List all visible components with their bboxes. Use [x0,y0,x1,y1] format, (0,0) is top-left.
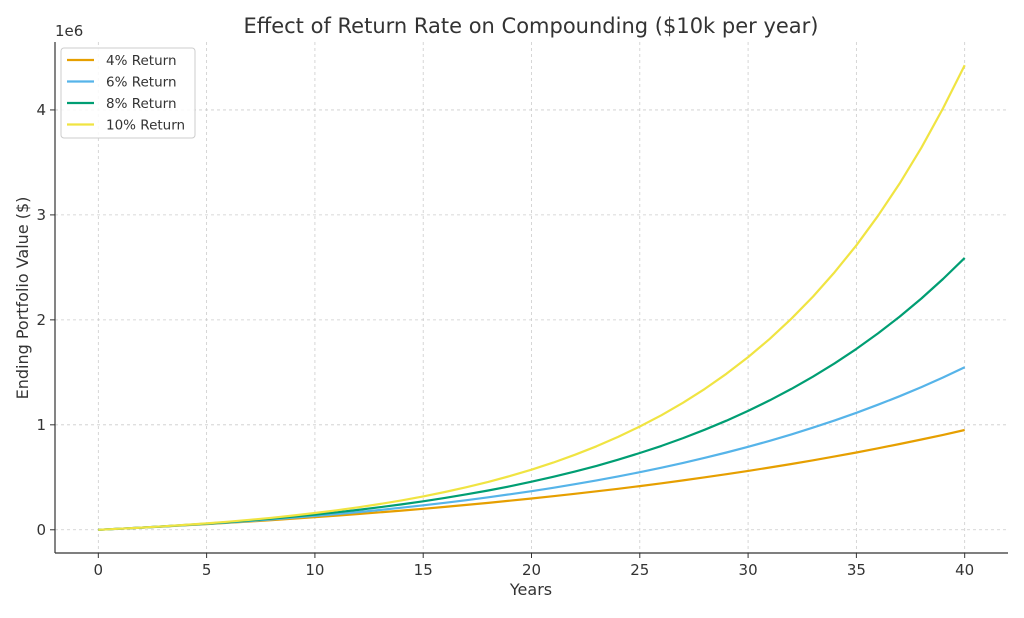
axes: 0 5 10 15 20 25 30 35 40 0 1 2 3 4 [36,42,1008,579]
x-tick-label: 35 [847,561,866,579]
x-tick-label: 0 [94,561,104,579]
y-tick-label: 4 [36,101,46,119]
y-tick-label: 3 [36,206,46,224]
grid [55,42,1008,553]
x-axis-label: Years [509,580,552,599]
y-axis-label: Ending Portfolio Value ($) [13,197,32,400]
legend-label: 10% Return [106,118,185,134]
legend-label: 4% Return [106,53,177,69]
series-line-10-return [98,64,966,531]
series-line-8-return [98,257,966,531]
y-tick-label: 0 [36,521,46,539]
chart-title: Effect of Return Rate on Compounding ($1… [243,14,818,38]
x-tick-label: 30 [739,561,758,579]
x-tick-label: 20 [522,561,541,579]
x-tick-label: 15 [414,561,433,579]
legend-label: 6% Return [106,75,177,91]
x-tick-label: 25 [630,561,649,579]
legend-box [60,47,196,139]
x-tick-label: 5 [202,561,212,579]
series-lines [98,64,966,531]
y-tick-label: 1 [36,416,46,434]
x-tick-label: 10 [305,561,324,579]
legend-label: 8% Return [106,96,177,112]
y-tick-label: 2 [36,311,46,329]
y-offset-label: 1e6 [55,22,83,40]
x-tick-label: 40 [955,561,974,579]
legend: 4% Return 6% Return 8% Return 10% Return [60,47,196,139]
